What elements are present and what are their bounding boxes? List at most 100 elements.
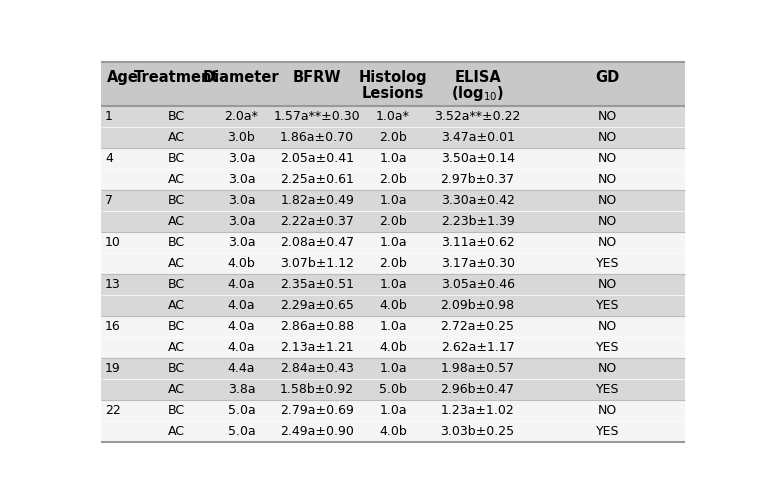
Text: 1.0a*: 1.0a* — [376, 110, 410, 123]
Text: 1.58b±0.92: 1.58b±0.92 — [280, 383, 354, 396]
Text: 2.84a±0.43: 2.84a±0.43 — [280, 362, 354, 375]
Bar — [102, 106, 685, 127]
Text: 3.0a: 3.0a — [228, 173, 255, 186]
Text: BC: BC — [168, 110, 185, 123]
Text: AC: AC — [168, 173, 185, 186]
Text: 3.11a±0.62: 3.11a±0.62 — [441, 236, 514, 249]
Bar — [102, 127, 685, 148]
Text: AC: AC — [168, 425, 185, 438]
Text: YES: YES — [596, 425, 619, 438]
Text: GD: GD — [595, 70, 620, 85]
Text: AC: AC — [168, 383, 185, 396]
Text: 10: 10 — [105, 236, 121, 249]
Text: 2.22a±0.37: 2.22a±0.37 — [280, 215, 354, 228]
Bar — [102, 379, 685, 400]
Text: 19: 19 — [105, 362, 121, 375]
Text: AC: AC — [168, 215, 185, 228]
Text: 1: 1 — [105, 110, 113, 123]
Text: YES: YES — [596, 341, 619, 354]
Text: 1.86a±0.70: 1.86a±0.70 — [280, 131, 354, 144]
Text: 2.0a*: 2.0a* — [225, 110, 258, 123]
Text: Treatment: Treatment — [134, 70, 219, 85]
Text: 3.0b: 3.0b — [228, 131, 255, 144]
Text: 3.17a±0.30: 3.17a±0.30 — [441, 257, 515, 270]
Text: AC: AC — [168, 257, 185, 270]
Text: Lesions: Lesions — [362, 86, 424, 101]
Bar — [102, 190, 685, 211]
Bar — [102, 400, 685, 421]
Text: NO: NO — [597, 362, 617, 375]
Text: 16: 16 — [105, 320, 121, 333]
Text: 5.0a: 5.0a — [228, 425, 255, 438]
Text: 3.50a±0.14: 3.50a±0.14 — [441, 152, 515, 165]
Text: 2.05a±0.41: 2.05a±0.41 — [280, 152, 354, 165]
Text: 2.97b±0.37: 2.97b±0.37 — [441, 173, 515, 186]
Bar — [102, 148, 685, 169]
Text: AC: AC — [168, 131, 185, 144]
Text: 4.0b: 4.0b — [228, 257, 255, 270]
Text: AC: AC — [168, 341, 185, 354]
Text: BC: BC — [168, 404, 185, 417]
Bar — [102, 253, 685, 274]
Text: 3.05a±0.46: 3.05a±0.46 — [441, 278, 515, 291]
Text: 3.0a: 3.0a — [228, 236, 255, 249]
Text: NO: NO — [597, 152, 617, 165]
Text: 2.62a±1.17: 2.62a±1.17 — [441, 341, 514, 354]
Bar — [102, 211, 685, 232]
Text: NO: NO — [597, 404, 617, 417]
Text: 4.0b: 4.0b — [379, 299, 407, 312]
Text: 2.0b: 2.0b — [379, 257, 407, 270]
Text: 2.72a±0.25: 2.72a±0.25 — [441, 320, 515, 333]
Text: Age: Age — [106, 70, 138, 85]
Text: 13: 13 — [105, 278, 121, 291]
Text: 2.23b±1.39: 2.23b±1.39 — [441, 215, 514, 228]
Text: BC: BC — [168, 362, 185, 375]
Bar — [102, 62, 685, 106]
Text: 7: 7 — [105, 194, 113, 207]
Text: BC: BC — [168, 320, 185, 333]
Bar — [102, 421, 685, 442]
Text: 4.0a: 4.0a — [228, 341, 255, 354]
Bar — [102, 337, 685, 358]
Text: YES: YES — [596, 299, 619, 312]
Text: BC: BC — [168, 152, 185, 165]
Text: BC: BC — [168, 194, 185, 207]
Text: AC: AC — [168, 299, 185, 312]
Text: NO: NO — [597, 278, 617, 291]
Text: 2.13a±1.21: 2.13a±1.21 — [280, 341, 354, 354]
Text: 1.57a**±0.30: 1.57a**±0.30 — [274, 110, 361, 123]
Text: 2.86a±0.88: 2.86a±0.88 — [280, 320, 354, 333]
Text: 1.0a: 1.0a — [379, 152, 407, 165]
Bar — [102, 358, 685, 379]
Text: 3.07b±1.12: 3.07b±1.12 — [280, 257, 354, 270]
Text: 3.47a±0.01: 3.47a±0.01 — [441, 131, 515, 144]
Text: 2.96b±0.47: 2.96b±0.47 — [441, 383, 515, 396]
Text: Histolog: Histolog — [359, 70, 427, 85]
Text: NO: NO — [597, 110, 617, 123]
Bar — [102, 274, 685, 295]
Text: 4.0b: 4.0b — [379, 425, 407, 438]
Text: 2.35a±0.51: 2.35a±0.51 — [280, 278, 354, 291]
Text: 4: 4 — [105, 152, 113, 165]
Bar — [102, 295, 685, 316]
Text: NO: NO — [597, 194, 617, 207]
Text: 4.0b: 4.0b — [379, 341, 407, 354]
Text: NO: NO — [597, 320, 617, 333]
Text: 3.0a: 3.0a — [228, 215, 255, 228]
Text: Diameter: Diameter — [203, 70, 280, 85]
Text: NO: NO — [597, 173, 617, 186]
Text: 1.0a: 1.0a — [379, 404, 407, 417]
Text: YES: YES — [596, 383, 619, 396]
Text: 2.79a±0.69: 2.79a±0.69 — [280, 404, 354, 417]
Text: 2.08a±0.47: 2.08a±0.47 — [280, 236, 354, 249]
Text: NO: NO — [597, 215, 617, 228]
Text: YES: YES — [596, 257, 619, 270]
Text: BFRW: BFRW — [293, 70, 342, 85]
Text: 4.0a: 4.0a — [228, 278, 255, 291]
Bar — [102, 169, 685, 190]
Text: 3.03b±0.25: 3.03b±0.25 — [441, 425, 515, 438]
Text: 4.0a: 4.0a — [228, 299, 255, 312]
Text: BC: BC — [168, 236, 185, 249]
Text: 4.4a: 4.4a — [228, 362, 255, 375]
Text: 4.0a: 4.0a — [228, 320, 255, 333]
